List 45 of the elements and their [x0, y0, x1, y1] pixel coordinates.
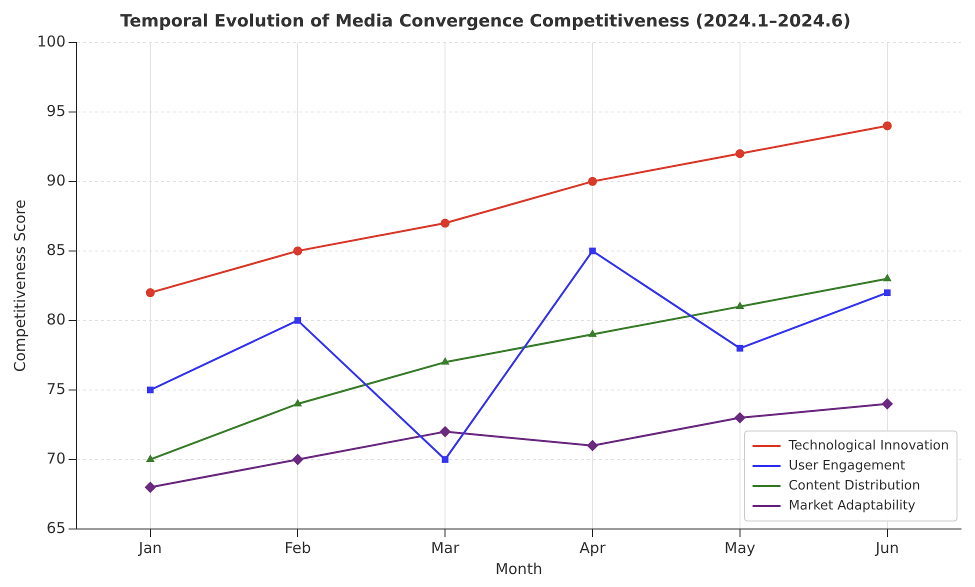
- point: [736, 344, 744, 352]
- legend-label: User Engagement: [788, 458, 906, 474]
- point: [882, 121, 892, 130]
- y-tick-label: 100: [36, 32, 66, 50]
- point: [882, 398, 893, 410]
- x-tick-label: Apr: [580, 538, 606, 557]
- x-tick-label: Jan: [138, 538, 162, 557]
- point: [587, 440, 598, 452]
- y-tick-label: 75: [46, 380, 66, 398]
- x-tick-label: Mar: [430, 538, 460, 557]
- point: [147, 386, 154, 394]
- y-axis-title: Competitiveness Score: [10, 200, 29, 372]
- point: [588, 176, 598, 186]
- point: [884, 289, 891, 296]
- point: [442, 456, 448, 463]
- y-tick-label: 80: [46, 310, 66, 328]
- x-tick-label: May: [724, 538, 756, 557]
- point: [735, 149, 744, 158]
- y-tick-label: 90: [46, 171, 66, 190]
- y-tick-label: 65: [46, 518, 66, 537]
- y-tick-label: 95: [46, 102, 66, 120]
- legend-label: Market Adaptability: [788, 498, 916, 514]
- point: [736, 302, 744, 310]
- point: [146, 454, 154, 462]
- point: [440, 426, 451, 438]
- point: [883, 274, 892, 282]
- point: [294, 399, 302, 406]
- x-axis-title: Month: [495, 560, 542, 578]
- point: [146, 288, 155, 298]
- y-tick-label: 85: [46, 240, 66, 259]
- point: [293, 246, 302, 256]
- point: [589, 248, 596, 254]
- point: [734, 412, 746, 424]
- point: [588, 330, 596, 337]
- point: [440, 218, 450, 228]
- point: [292, 454, 304, 465]
- x-tick-label: Feb: [284, 538, 312, 557]
- x-tick-label: Jun: [874, 538, 900, 557]
- legend-label: Content Distribution: [788, 478, 920, 494]
- point: [294, 317, 302, 324]
- y-tick-label: 70: [46, 449, 66, 468]
- point: [441, 358, 450, 365]
- chart-title: Temporal Evolution of Media Convergence Competitiveness (2024.1–2024.6): [120, 12, 851, 32]
- point: [144, 482, 156, 493]
- legend-label: Technological Innovation: [788, 438, 950, 454]
